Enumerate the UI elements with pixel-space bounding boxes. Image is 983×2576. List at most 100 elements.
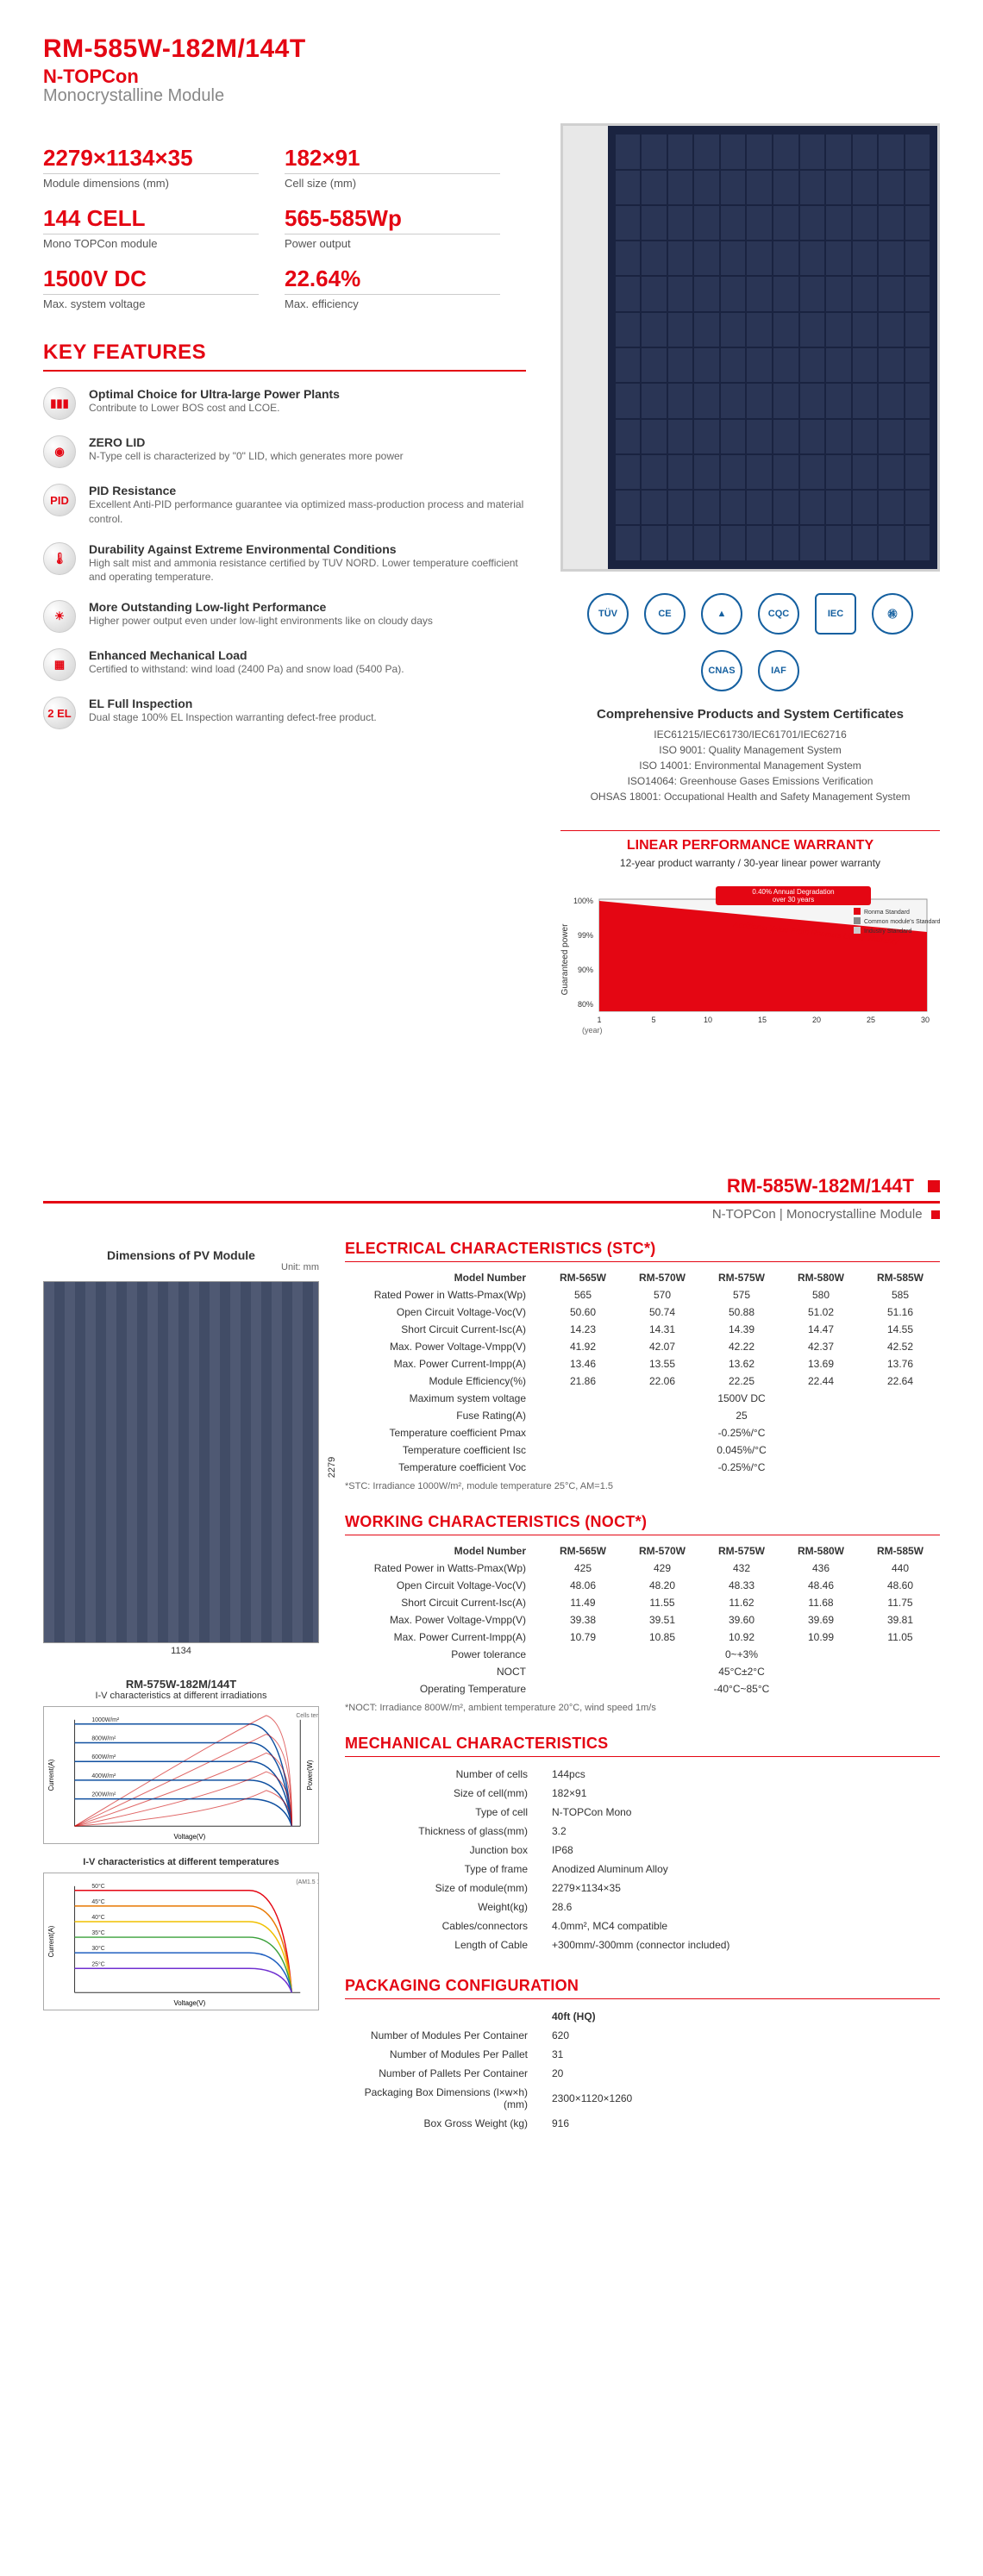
- svg-text:(year): (year): [582, 1026, 603, 1035]
- cert-badge: ㊑: [872, 593, 913, 635]
- cell: 22.06: [623, 1372, 702, 1390]
- feature-title: Durability Against Extreme Environmental…: [89, 542, 526, 556]
- cell: 39.69: [781, 1611, 861, 1629]
- cell: 22.64: [861, 1372, 940, 1390]
- cell: IP68: [547, 1841, 938, 1859]
- cell: Type of cell: [347, 1804, 545, 1821]
- spec-value: 182×91: [285, 145, 500, 174]
- cell: 585: [861, 1286, 940, 1304]
- warranty-chart: Guaranteed power 100%99%90%80% 0.40% Ann…: [560, 882, 940, 1037]
- cert-badge: ▲: [701, 593, 742, 635]
- spec-label: Max. system voltage: [43, 297, 259, 310]
- col-header: RM-570W: [623, 1542, 702, 1560]
- cell: 13.69: [781, 1355, 861, 1372]
- cell: 41.92: [543, 1338, 623, 1355]
- cell: Number of Pallets Per Container: [347, 2065, 545, 2082]
- cell: 3.2: [547, 1823, 938, 1840]
- iv-t1: I-V characteristics at different irradia…: [43, 1691, 319, 1701]
- cell: 11.55: [623, 1594, 702, 1611]
- cell: Rated Power in Watts-Pmax(Wp): [345, 1560, 543, 1577]
- cell: Power tolerance: [345, 1646, 543, 1663]
- cell: NOCT: [345, 1663, 543, 1680]
- cert-badge: CE: [644, 593, 686, 635]
- red-square-icon: [928, 1180, 940, 1192]
- col-header: Model Number: [345, 1269, 543, 1286]
- svg-text:35°C: 35°C: [91, 1929, 104, 1936]
- svg-text:25: 25: [867, 1016, 875, 1024]
- cell: Thickness of glass(mm): [347, 1823, 545, 1840]
- cert-line: ISO14064: Greenhouse Gases Emissions Ver…: [560, 773, 940, 789]
- feature-icon: 2 EL: [43, 697, 76, 729]
- cell: 39.38: [543, 1611, 623, 1629]
- cert-badge: TÜV: [587, 593, 629, 635]
- feature-icon: ◉: [43, 435, 76, 468]
- page-1: RM-585W-182M/144T N-TOPCon Monocrystalli…: [0, 0, 983, 1072]
- cell: Maximum system voltage: [345, 1390, 543, 1407]
- cell: 14.55: [861, 1321, 940, 1338]
- cell: Open Circuit Voltage-Voc(V): [345, 1577, 543, 1594]
- cell: 2279×1134×35: [547, 1879, 938, 1897]
- spec-label: Mono TOPCon module: [43, 237, 259, 250]
- spec-value: 1500V DC: [43, 266, 259, 295]
- feature-icon: ▮▮▮: [43, 387, 76, 420]
- col-header: RM-585W: [861, 1269, 940, 1286]
- cell: 39.60: [702, 1611, 781, 1629]
- spec-value: 565-585Wp: [285, 205, 500, 234]
- cell: Module Efficiency(%): [345, 1372, 543, 1390]
- cell: Max. Power Voltage-Vmpp(V): [345, 1338, 543, 1355]
- svg-text:Common module's Standard: Common module's Standard: [864, 919, 940, 925]
- cell: Junction box: [347, 1841, 545, 1859]
- cell: 39.51: [623, 1611, 702, 1629]
- cell: 0.045%/°C: [543, 1441, 940, 1459]
- col-header: RM-565W: [543, 1542, 623, 1560]
- cell: 565: [543, 1286, 623, 1304]
- key-features-title: KEY FEATURES: [43, 341, 526, 372]
- cell: Number of cells: [347, 1766, 545, 1783]
- cell: 45°C±2°C: [543, 1663, 940, 1680]
- svg-text:90%: 90%: [578, 966, 593, 974]
- cell: -0.25%/°C: [543, 1424, 940, 1441]
- iv-chart-irradiation: Cells temp.=25°C 1000W/m²800W/m²600W/m²4…: [43, 1706, 319, 1844]
- svg-text:99%: 99%: [578, 931, 593, 940]
- svg-text:Industry Standard: Industry Standard: [864, 928, 911, 935]
- cell: Max. Power Current-Impp(A): [345, 1355, 543, 1372]
- cell: N-TOPCon Mono: [547, 1804, 938, 1821]
- feature-title: EL Full Inspection: [89, 697, 526, 710]
- working-note: *NOCT: Irradiance 800W/m², ambient tempe…: [345, 1703, 940, 1713]
- cell: 48.20: [623, 1577, 702, 1594]
- cert-badge: CNAS: [701, 650, 742, 691]
- svg-text:100%: 100%: [573, 897, 593, 905]
- electrical-note: *STC: Irradiance 1000W/m², module temper…: [345, 1481, 940, 1491]
- cell: 25: [543, 1407, 940, 1424]
- cell: Number of Modules Per Container: [347, 2027, 545, 2044]
- feature-icon: ▦: [43, 648, 76, 681]
- electrical-table: Model NumberRM-565WRM-570WRM-575WRM-580W…: [345, 1269, 940, 1476]
- cell: Max. Power Current-Impp(A): [345, 1629, 543, 1646]
- feature-title: More Outstanding Low-light Performance: [89, 600, 526, 614]
- features-list: ▮▮▮Optimal Choice for Ultra-large Power …: [43, 387, 526, 729]
- cell: 4.0mm², MC4 compatible: [547, 1917, 938, 1935]
- spec-value: 22.64%: [285, 266, 500, 295]
- cell: 10.79: [543, 1629, 623, 1646]
- svg-text:87.4%: 87.4%: [930, 927, 940, 935]
- cell: 144pcs: [547, 1766, 938, 1783]
- module-type: Monocrystalline Module: [43, 86, 940, 106]
- svg-text:30: 30: [921, 1016, 930, 1024]
- svg-text:1000W/m²: 1000W/m²: [91, 1717, 120, 1723]
- svg-text:Current(A): Current(A): [47, 1925, 55, 1957]
- solar-panel-image: [560, 123, 940, 572]
- cell: Anodized Aluminum Alloy: [547, 1860, 938, 1878]
- cell: 440: [861, 1560, 940, 1577]
- cell: Fuse Rating(A): [345, 1407, 543, 1424]
- svg-text:Current(A): Current(A): [47, 1759, 55, 1791]
- svg-text:1: 1: [597, 1016, 601, 1024]
- feature-desc: Dual stage 100% EL Inspection warranting…: [89, 710, 526, 725]
- cert-badges: TÜVCE▲CQCIEC㊑CNASIAF: [560, 593, 940, 691]
- cell: 13.62: [702, 1355, 781, 1372]
- spec-label: Power output: [285, 237, 500, 250]
- cell: Max. Power Voltage-Vmpp(V): [345, 1611, 543, 1629]
- cell: 916: [547, 2115, 938, 2132]
- page2-sub: N-TOPCon | Monocrystalline Module: [712, 1207, 923, 1222]
- col-header: Model Number: [345, 1542, 543, 1560]
- cell: Short Circuit Current-Isc(A): [345, 1321, 543, 1338]
